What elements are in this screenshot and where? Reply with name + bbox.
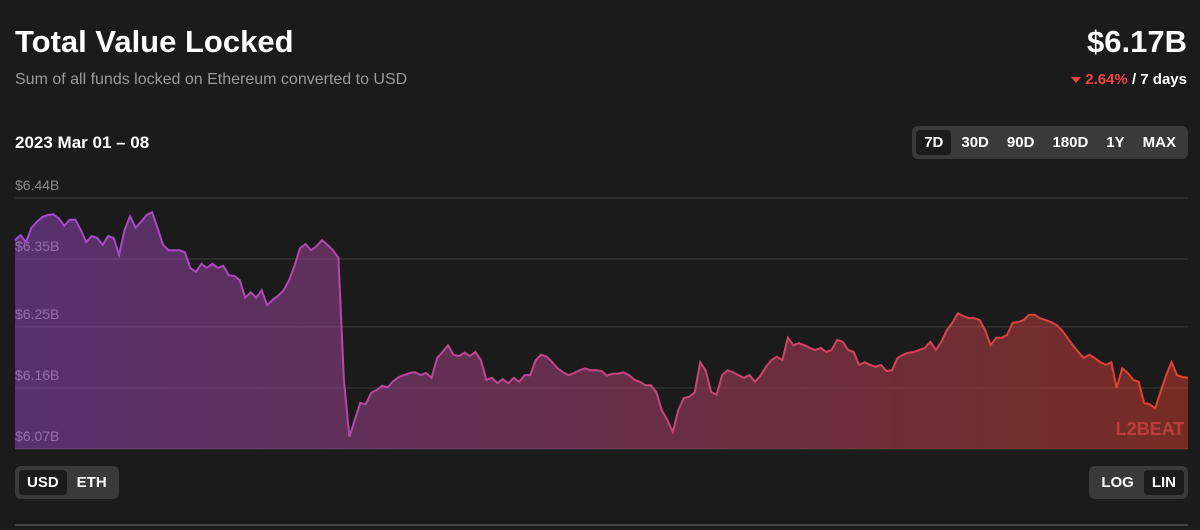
toggle-button[interactable]: 30D bbox=[961, 134, 989, 151]
subtitle: Sum of all funds locked on Ethereum conv… bbox=[15, 71, 408, 88]
y-tick-label: $6.44B bbox=[15, 177, 59, 193]
toggle-button[interactable]: LOG bbox=[1101, 474, 1134, 491]
toggle-button[interactable]: ETH bbox=[76, 474, 107, 491]
title: Total Value Locked bbox=[15, 24, 294, 59]
change-percent: 2.64% bbox=[1085, 71, 1128, 88]
change-period: / 7 days bbox=[1131, 71, 1187, 88]
date-range: 2023 Mar 01 – 08 bbox=[15, 133, 150, 152]
toggle-button[interactable]: USD bbox=[19, 470, 67, 495]
toggle-button[interactable]: 7D bbox=[916, 130, 952, 155]
toggle-button[interactable]: 1Y bbox=[1106, 134, 1125, 151]
toggle-button[interactable]: 180D bbox=[1052, 134, 1089, 151]
down-arrow bbox=[1071, 77, 1082, 83]
unit-selector: USD ETH bbox=[15, 466, 119, 499]
divider bbox=[15, 524, 1188, 526]
toggle-button[interactable]: MAX bbox=[1142, 134, 1176, 151]
toggle-button[interactable]: LIN bbox=[1143, 470, 1184, 495]
area bbox=[15, 212, 1188, 449]
scale-selector: LOG LIN bbox=[1089, 466, 1188, 499]
line bbox=[14, 210, 1189, 438]
watermark: L2BEAT bbox=[1116, 419, 1185, 439]
range-selector: 7D 30D 90D 180D 1Y MAX bbox=[912, 126, 1188, 159]
tvl-value: $6.17B bbox=[1087, 24, 1187, 59]
toggle-button[interactable]: 90D bbox=[1006, 134, 1035, 151]
tvl-change: 2.64% / 7 days bbox=[1071, 71, 1187, 88]
